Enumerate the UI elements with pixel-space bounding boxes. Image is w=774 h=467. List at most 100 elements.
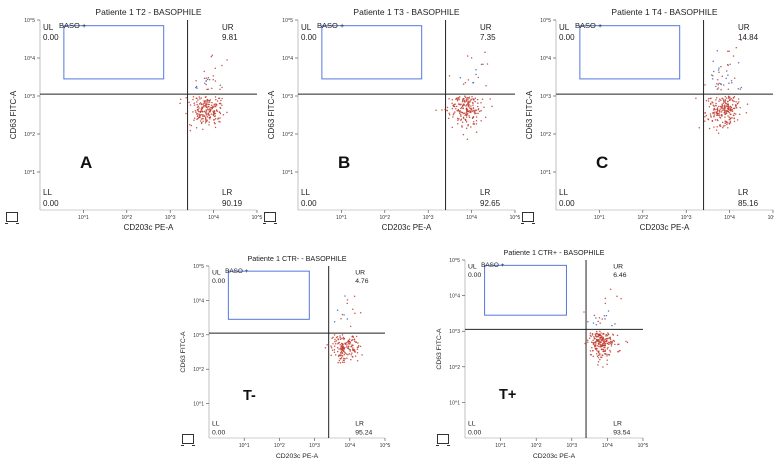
event-dot bbox=[456, 122, 459, 125]
event-dot bbox=[734, 104, 737, 107]
scale-icon[interactable] bbox=[263, 212, 277, 224]
baso-gate[interactable] bbox=[227, 270, 310, 320]
event-dot bbox=[337, 355, 340, 357]
event-dot bbox=[717, 69, 720, 71]
event-dot bbox=[727, 74, 729, 76]
event-dot bbox=[729, 122, 732, 124]
event-dot bbox=[466, 97, 468, 99]
event-dot bbox=[204, 103, 207, 105]
event-dot bbox=[721, 114, 723, 116]
baso-gate[interactable] bbox=[484, 264, 567, 316]
event-dot bbox=[356, 359, 359, 362]
event-dot bbox=[458, 111, 461, 113]
event-dot bbox=[717, 132, 720, 134]
event-dot bbox=[597, 320, 599, 323]
baso-gate[interactable] bbox=[579, 25, 681, 80]
event-dot bbox=[351, 335, 354, 338]
event-dot bbox=[457, 109, 460, 112]
event-dot bbox=[606, 342, 609, 345]
event-dot bbox=[589, 350, 592, 352]
event-dot bbox=[204, 104, 206, 107]
event-dot bbox=[597, 342, 600, 345]
event-dot bbox=[195, 113, 198, 115]
event-dot bbox=[713, 107, 715, 110]
event-dot bbox=[724, 98, 727, 101]
quadrant-ul-value: 0.00 bbox=[559, 33, 575, 42]
event-dot bbox=[716, 88, 719, 90]
event-dot bbox=[179, 98, 182, 100]
x-tick-label: 10^4 bbox=[724, 215, 735, 221]
event-dot bbox=[193, 102, 195, 104]
event-dot bbox=[355, 335, 358, 338]
event-dot bbox=[195, 111, 197, 113]
event-dot bbox=[609, 341, 611, 344]
event-dot bbox=[475, 109, 478, 111]
event-dot bbox=[214, 115, 216, 118]
event-dot bbox=[599, 343, 602, 346]
event-dot bbox=[353, 350, 356, 353]
chart-title: Patiente 1 CTR+ - BASOPHILE bbox=[504, 248, 605, 257]
y-tick-label: 10^3 bbox=[449, 329, 460, 335]
event-dot bbox=[465, 114, 468, 117]
event-dot bbox=[471, 102, 474, 104]
event-dot bbox=[590, 353, 593, 356]
event-dot bbox=[477, 109, 480, 111]
event-dot bbox=[600, 332, 602, 334]
event-dot bbox=[455, 98, 457, 100]
event-dot bbox=[594, 333, 596, 336]
event-dot bbox=[324, 347, 327, 349]
event-dots bbox=[179, 54, 228, 132]
event-dot bbox=[595, 352, 598, 355]
event-dot bbox=[609, 338, 612, 341]
event-dot bbox=[348, 343, 350, 345]
event-dot bbox=[462, 117, 465, 119]
scale-icon[interactable] bbox=[436, 434, 450, 446]
event-dot bbox=[214, 67, 217, 69]
event-dot bbox=[347, 342, 350, 344]
event-dot bbox=[730, 97, 732, 100]
event-dot bbox=[213, 119, 216, 121]
event-dot bbox=[470, 108, 473, 110]
event-dot bbox=[597, 364, 599, 366]
event-dot bbox=[728, 99, 731, 101]
quadrant-ur-label: UR bbox=[480, 23, 492, 32]
scale-icon[interactable] bbox=[5, 212, 19, 224]
event-dot bbox=[724, 120, 726, 123]
event-dot bbox=[199, 98, 201, 100]
event-dot bbox=[724, 109, 726, 112]
event-dot bbox=[712, 75, 714, 77]
event-dot bbox=[724, 95, 727, 98]
scale-icon[interactable] bbox=[521, 212, 535, 224]
event-dot bbox=[357, 342, 359, 344]
event-dot bbox=[719, 125, 722, 128]
quadrant-ll-label: LL bbox=[43, 188, 52, 197]
event-dot bbox=[441, 109, 443, 111]
event-dot bbox=[343, 338, 345, 340]
baso-gate[interactable] bbox=[63, 25, 165, 80]
event-dot bbox=[480, 109, 482, 112]
event-dot bbox=[206, 103, 208, 106]
scale-icon[interactable] bbox=[181, 434, 195, 446]
event-dot bbox=[196, 108, 199, 111]
event-dot bbox=[716, 110, 719, 113]
x-tick-label: 10^5 bbox=[380, 443, 391, 449]
event-dot bbox=[348, 353, 351, 355]
event-dot bbox=[720, 65, 722, 68]
event-dot bbox=[738, 101, 740, 103]
event-dot bbox=[715, 102, 717, 105]
y-tick-label: 10^4 bbox=[24, 56, 35, 62]
event-dot bbox=[603, 341, 606, 344]
event-dot bbox=[340, 345, 343, 348]
quadrant-ul-value: 0.00 bbox=[212, 278, 225, 285]
event-dot bbox=[193, 119, 195, 121]
event-dot bbox=[208, 114, 210, 116]
quadrant-lr-label: LR bbox=[480, 188, 490, 197]
baso-gate[interactable] bbox=[321, 25, 423, 80]
event-dot bbox=[467, 123, 469, 126]
event-dot bbox=[340, 349, 342, 351]
event-dot bbox=[462, 133, 465, 136]
event-dot bbox=[718, 67, 720, 69]
event-dot bbox=[203, 70, 205, 73]
event-dot bbox=[216, 100, 219, 102]
event-dot bbox=[348, 340, 351, 343]
